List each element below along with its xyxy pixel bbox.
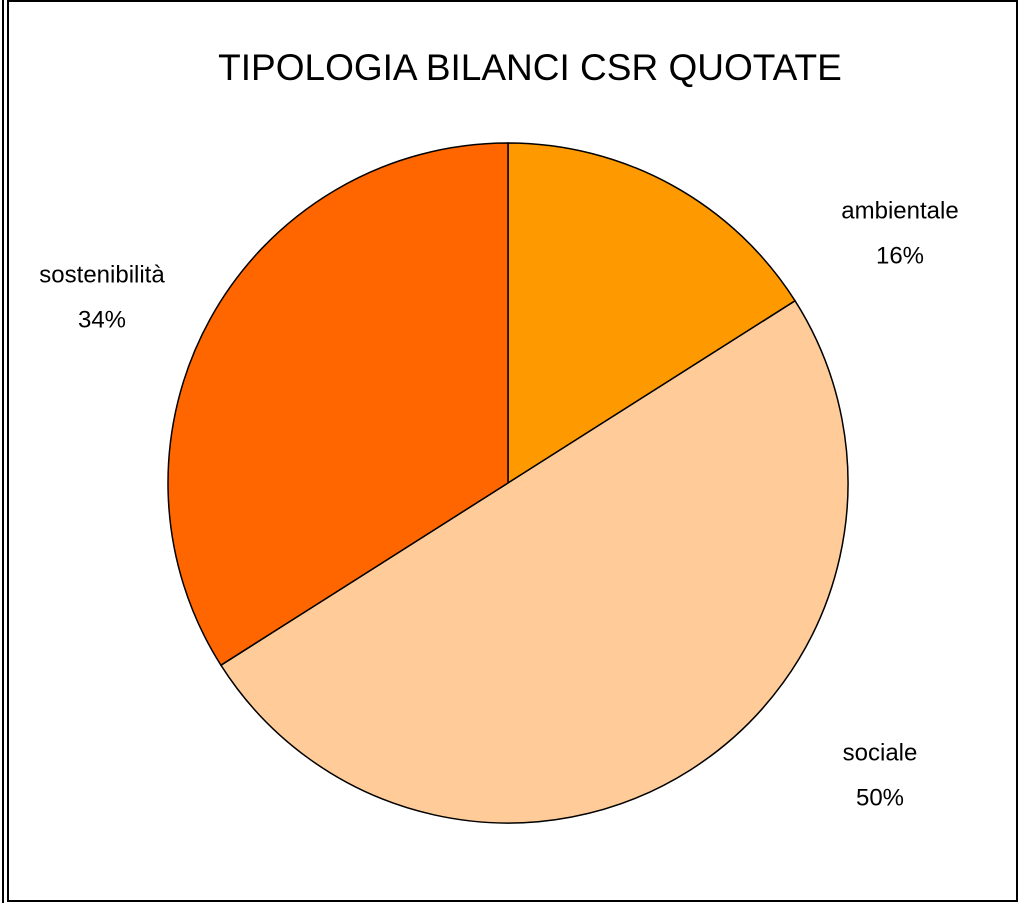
chart-frame bbox=[7, 0, 1018, 902]
chart-title: TIPOLOGIA BILANCI CSR QUOTATE bbox=[218, 47, 842, 88]
slice-value-label: 16% bbox=[876, 242, 924, 269]
pie-slice bbox=[219, 299, 849, 824]
slice-value-label: 50% bbox=[856, 784, 904, 811]
pie-slice bbox=[507, 142, 797, 485]
pie-slice bbox=[167, 142, 509, 667]
slice-value-label: 34% bbox=[78, 306, 126, 333]
slice-label: ambientale bbox=[841, 197, 958, 224]
slice-label: sociale bbox=[843, 739, 918, 766]
slice-label: sostenibilità bbox=[39, 261, 165, 288]
